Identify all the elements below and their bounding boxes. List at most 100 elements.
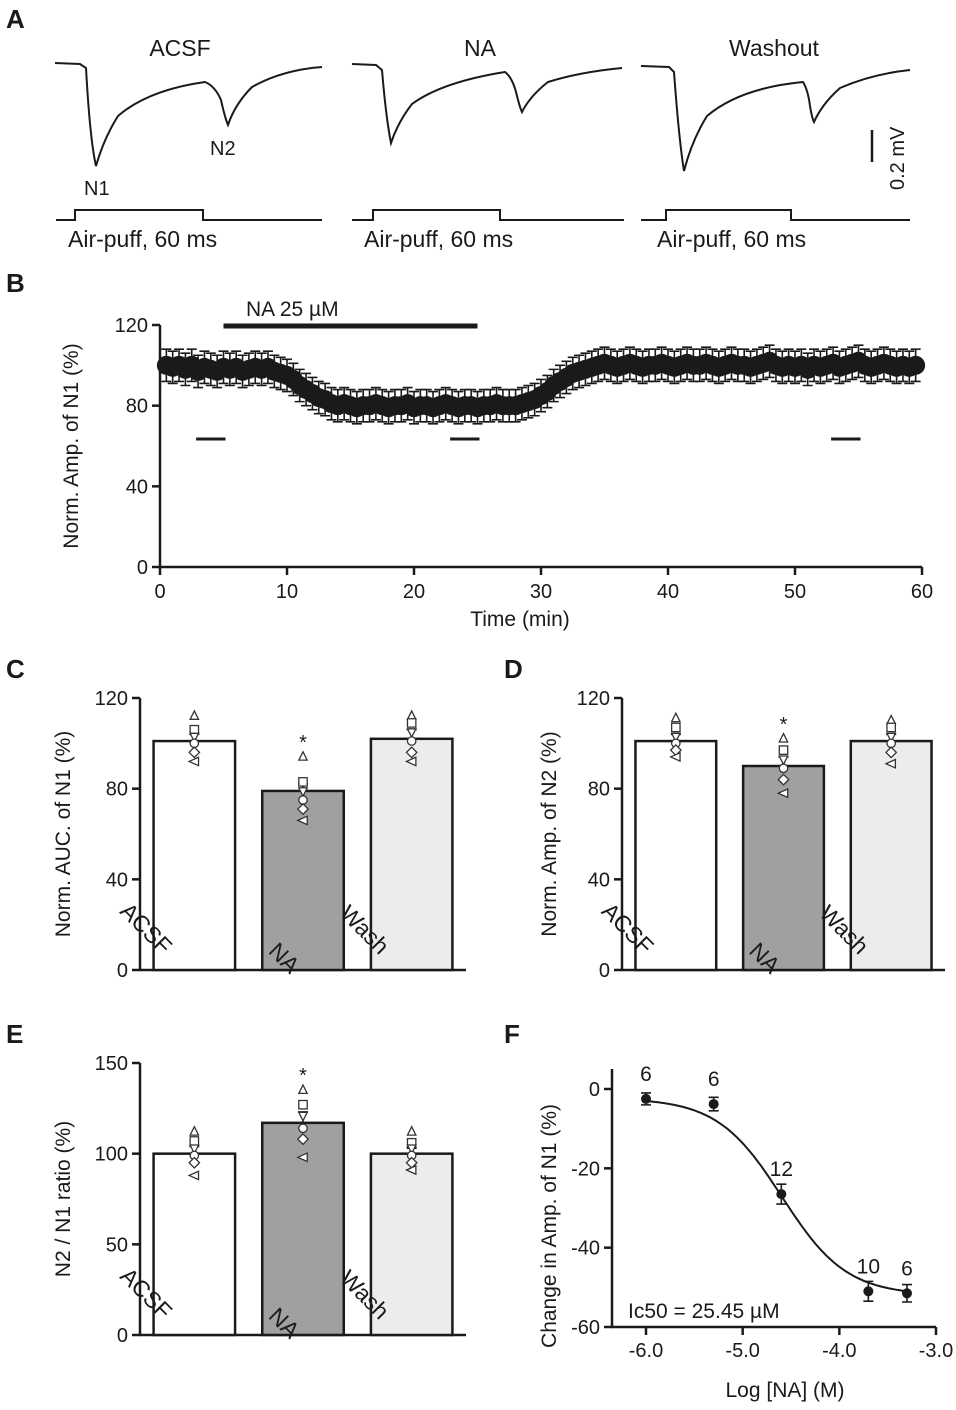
y-tick-label: -40 (571, 1238, 600, 1260)
bar-na (261, 789, 345, 972)
individual-data-point (297, 787, 309, 798)
y-axis-label: Norm. Amp. of N1 (%) (60, 343, 83, 548)
y-tick-label: 120 (115, 315, 148, 337)
trace-title-washout: Washout (729, 35, 820, 61)
individual-data-point (189, 732, 200, 744)
individual-data-point (405, 746, 418, 759)
bar-wash (369, 1152, 454, 1337)
data-point (776, 1189, 787, 1200)
significance-star: * (299, 732, 307, 754)
y-tick-label: 100 (95, 1144, 128, 1166)
individual-data-point (296, 1152, 308, 1163)
individual-data-point (406, 709, 417, 720)
individual-data-point (297, 1111, 309, 1123)
scale-bar-label: 0.2 mV (887, 126, 909, 190)
data-point (863, 1286, 874, 1297)
x-tick-label: -5.0 (725, 1340, 759, 1362)
individual-data-point (296, 802, 310, 816)
y-tick-label: 40 (106, 869, 128, 891)
individual-data-point (296, 1133, 310, 1146)
individual-data-point (298, 795, 308, 805)
x-tick-label: 40 (657, 581, 679, 603)
individual-data-point (187, 756, 200, 767)
dose-response-chart: 0 -20 -40 -60 -6.0 -5.0 -4.0 -3.0 Log [NA] (M) Ch… (538, 1063, 953, 1402)
y-tick-label: 80 (588, 779, 610, 801)
n-label: 12 (770, 1158, 793, 1181)
individual-data-point (189, 1136, 200, 1146)
bar-acsf (634, 739, 718, 972)
y-tick-label: 120 (577, 688, 610, 710)
individual-data-point (669, 751, 681, 763)
panel-label-a: A (6, 4, 25, 34)
y-tick-label: 40 (588, 869, 610, 891)
y-tick-label: -60 (571, 1317, 600, 1339)
x-tick-label: 10 (276, 581, 298, 603)
stim-label-washout: Air-puff, 60 ms (657, 226, 806, 252)
individual-data-point (296, 815, 308, 826)
individual-data-point (189, 1144, 200, 1155)
n-label: 6 (901, 1257, 913, 1280)
trace-acsf (54, 62, 323, 167)
n-label: 6 (708, 1068, 720, 1091)
y-tick-label: 0 (117, 1325, 128, 1347)
trace-title-acsf: ACSF (149, 35, 210, 61)
individual-data-point (297, 750, 309, 761)
bar-acsf (152, 739, 237, 972)
individual-data-point (777, 773, 790, 786)
data-point (906, 355, 926, 375)
y-axis-label: Change in Amp. of N1 (%) (538, 1104, 561, 1348)
x-axis-label: Time (min) (470, 608, 570, 631)
x-tick-label: 30 (530, 581, 552, 603)
individual-data-point (778, 745, 789, 755)
individual-data-point (406, 1125, 417, 1136)
x-tick-label: -6.0 (629, 1340, 663, 1362)
individual-data-point (297, 1083, 309, 1095)
time-course-chart: 0 40 80 120 0 10 20 30 40 50 60 Time (min) Norm. Amp… (60, 298, 933, 631)
panel-a: ACSF NA Washout N2 N1 0.2 mV Air-puff, 6… (54, 35, 911, 252)
bar-wash (369, 737, 454, 972)
individual-data-point (406, 718, 417, 728)
y-tick-label: 0 (137, 557, 148, 579)
individual-data-point (776, 787, 789, 799)
y-axis-label: N2 / N1 ratio (%) (52, 1121, 75, 1277)
trace-na (351, 63, 623, 147)
y-tick-label: 80 (106, 779, 128, 801)
x-axis-label: Log [NA] (M) (725, 1379, 844, 1402)
individual-data-point (189, 709, 200, 720)
individual-data-point (778, 732, 789, 743)
individual-data-point (670, 711, 682, 723)
y-tick-label: 120 (95, 688, 128, 710)
individual-data-point (884, 758, 897, 769)
data-point (902, 1288, 912, 1299)
y-tick-label: 0 (589, 1079, 600, 1101)
individual-data-point (670, 722, 681, 733)
panel-label-d: D (504, 654, 523, 684)
individual-data-point (189, 1125, 200, 1136)
y-tick-label: 0 (599, 960, 610, 982)
stim-step-washout (641, 209, 910, 221)
trace-title-na: NA (464, 35, 497, 61)
panel-label-b: B (6, 268, 25, 298)
individual-data-point (406, 728, 417, 739)
individual-data-point (778, 755, 789, 766)
individual-data-point (298, 1123, 308, 1134)
stim-step-na (352, 209, 624, 221)
individual-data-point (406, 1144, 417, 1155)
individual-data-point (188, 746, 201, 759)
significance-star: * (299, 1065, 307, 1087)
x-tick-label: 0 (154, 581, 165, 603)
individual-data-point (404, 756, 417, 767)
x-tick-label: 60 (911, 581, 933, 603)
bar-na (741, 764, 826, 972)
y-tick-label: 50 (106, 1234, 128, 1256)
individual-data-point (778, 763, 789, 774)
y-tick-label: 40 (126, 476, 148, 498)
x-tick-label: -4.0 (822, 1340, 856, 1362)
y-axis-label: Norm. Amp. of N2 (%) (538, 731, 561, 936)
x-tick-label: -3.0 (919, 1340, 953, 1362)
individual-data-point (188, 1156, 201, 1169)
y-axis-label: Norm. AUC. of N1 (%) (52, 731, 75, 938)
